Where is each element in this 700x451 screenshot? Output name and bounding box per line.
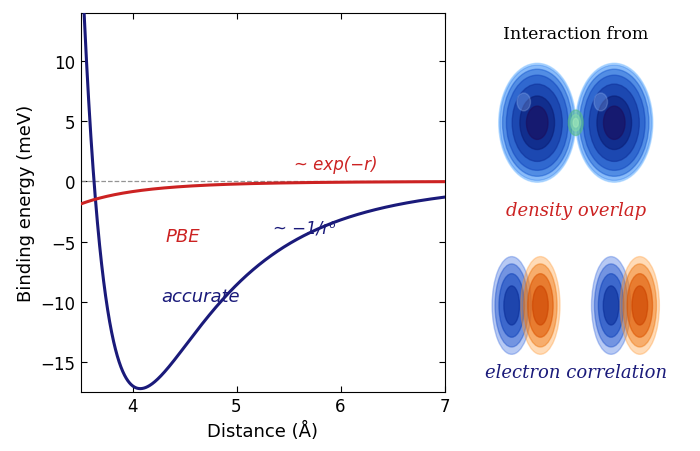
Ellipse shape: [627, 274, 652, 337]
Ellipse shape: [506, 76, 568, 171]
Text: PBE: PBE: [166, 227, 200, 245]
Text: accurate: accurate: [162, 287, 240, 305]
Ellipse shape: [620, 257, 659, 354]
Ellipse shape: [524, 264, 557, 347]
Ellipse shape: [573, 119, 578, 128]
Ellipse shape: [495, 264, 528, 347]
Ellipse shape: [500, 66, 575, 181]
Ellipse shape: [504, 286, 519, 325]
Ellipse shape: [517, 94, 531, 111]
Ellipse shape: [492, 257, 531, 354]
Ellipse shape: [575, 64, 653, 183]
Text: ~ exp(−r): ~ exp(−r): [294, 156, 377, 174]
Ellipse shape: [589, 85, 639, 162]
Ellipse shape: [533, 286, 548, 325]
Ellipse shape: [528, 274, 553, 337]
Ellipse shape: [603, 286, 619, 325]
Ellipse shape: [623, 264, 657, 347]
Ellipse shape: [498, 64, 575, 183]
Ellipse shape: [526, 107, 548, 140]
Text: density overlap: density overlap: [505, 202, 646, 220]
Ellipse shape: [597, 97, 631, 150]
Ellipse shape: [521, 257, 560, 354]
Ellipse shape: [632, 286, 648, 325]
Ellipse shape: [568, 111, 583, 136]
Ellipse shape: [598, 274, 624, 337]
Text: ~ −1/r⁶: ~ −1/r⁶: [273, 219, 336, 237]
Ellipse shape: [580, 70, 649, 177]
Ellipse shape: [577, 66, 652, 181]
Text: Interaction from: Interaction from: [503, 26, 648, 43]
Ellipse shape: [594, 264, 628, 347]
Ellipse shape: [512, 85, 562, 162]
Ellipse shape: [594, 94, 608, 111]
Ellipse shape: [520, 97, 554, 150]
Ellipse shape: [571, 115, 580, 132]
Ellipse shape: [584, 76, 645, 171]
Y-axis label: Binding energy (meV): Binding energy (meV): [17, 105, 35, 301]
X-axis label: Distance (Å): Distance (Å): [207, 421, 318, 440]
Text: electron correlation: electron correlation: [484, 363, 667, 381]
Ellipse shape: [503, 70, 572, 177]
Ellipse shape: [603, 107, 625, 140]
Ellipse shape: [499, 274, 524, 337]
Ellipse shape: [592, 257, 631, 354]
